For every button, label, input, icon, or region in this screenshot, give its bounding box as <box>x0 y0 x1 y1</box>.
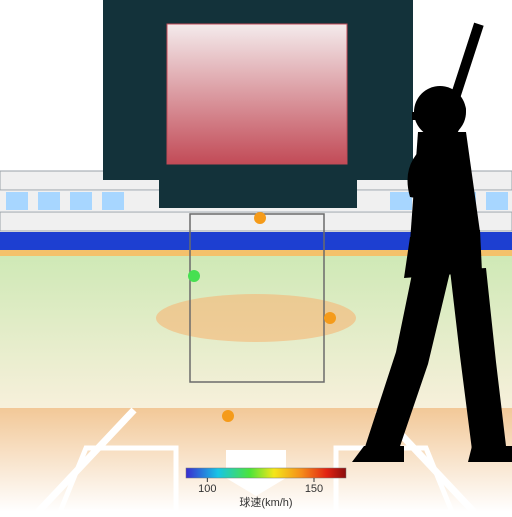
speed-colorbar <box>186 468 346 478</box>
pitch-marker <box>324 312 336 324</box>
pitch-marker <box>222 410 234 422</box>
legend-tick: 150 <box>305 483 323 495</box>
legend-label: 球速(km/h) <box>239 495 292 509</box>
scoreboard <box>103 0 413 208</box>
pitch-marker <box>254 212 266 224</box>
pitch-marker <box>188 270 200 282</box>
legend-tick: 100 <box>198 483 216 495</box>
pitch-location-chart: 100 150 球速(km/h) <box>0 0 512 512</box>
